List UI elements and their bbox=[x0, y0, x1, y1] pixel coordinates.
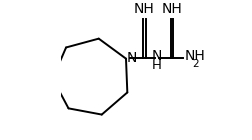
Text: NH: NH bbox=[134, 2, 155, 16]
Text: N: N bbox=[127, 51, 137, 65]
Text: NH: NH bbox=[184, 49, 205, 63]
Text: H: H bbox=[152, 59, 162, 72]
Text: N: N bbox=[152, 49, 162, 63]
Text: NH: NH bbox=[161, 2, 182, 16]
Text: 2: 2 bbox=[193, 59, 199, 69]
